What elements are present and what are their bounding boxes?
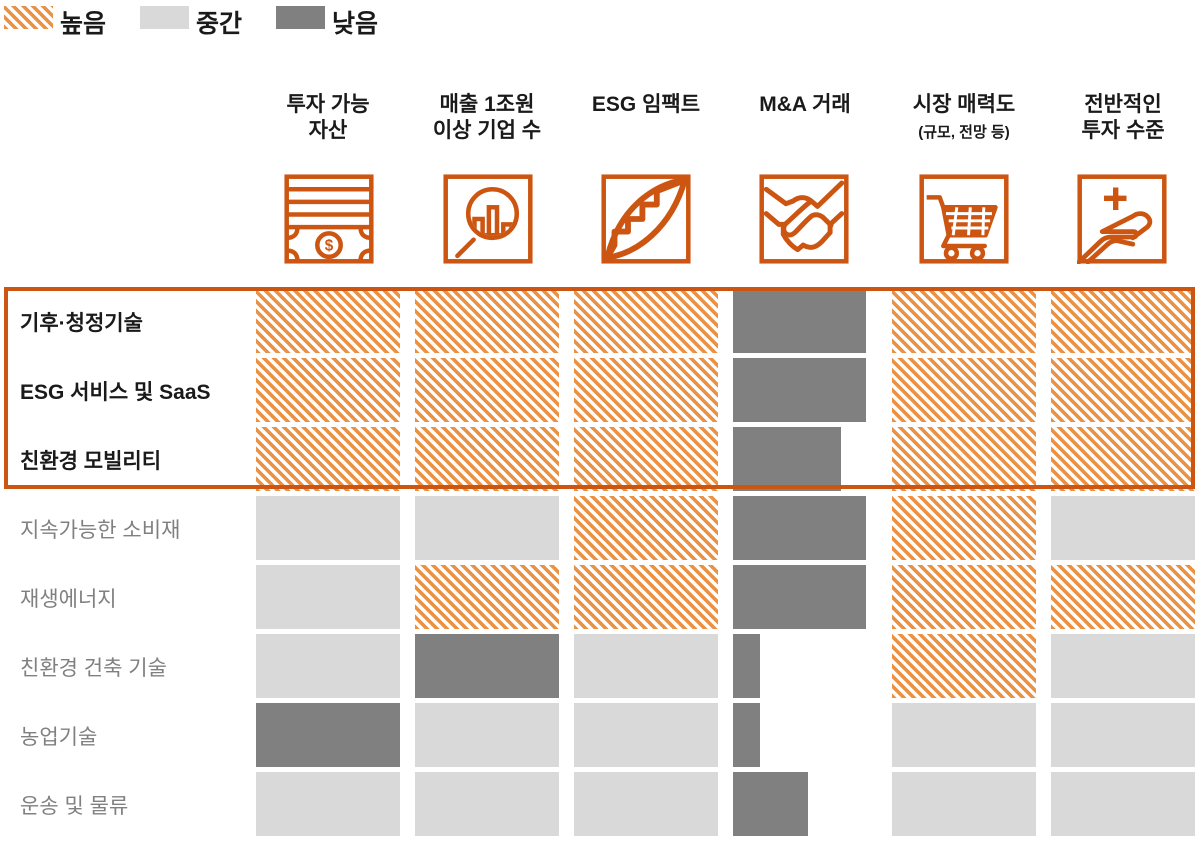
svg-text:$: $ bbox=[325, 238, 334, 255]
